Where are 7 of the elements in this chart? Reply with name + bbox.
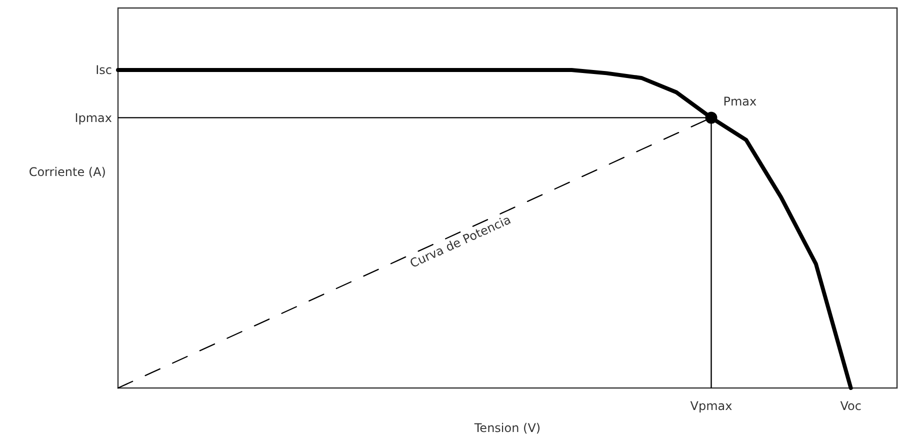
y-axis-title: Corriente (A) (28, 164, 106, 179)
ref-line-label: Ipmax (74, 110, 112, 125)
x-axis-title: Tension (V) (473, 421, 541, 435)
text: Isc (96, 63, 112, 78)
annotation: Pmax (723, 94, 757, 109)
x-tick-label: Voc (840, 399, 862, 413)
x-tick-label: Vpmax (690, 399, 732, 413)
